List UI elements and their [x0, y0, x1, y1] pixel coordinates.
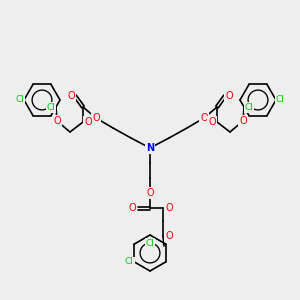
Text: O: O — [165, 203, 173, 213]
Text: O: O — [92, 113, 100, 123]
Text: O: O — [165, 231, 173, 241]
Text: Cl: Cl — [244, 103, 253, 112]
Text: O: O — [67, 91, 75, 101]
Text: Cl: Cl — [146, 238, 154, 247]
Text: O: O — [146, 188, 154, 198]
Text: O: O — [53, 116, 61, 126]
Text: O: O — [239, 116, 247, 126]
Text: O: O — [128, 203, 136, 213]
Text: Cl: Cl — [16, 95, 24, 104]
Text: Cl: Cl — [125, 257, 134, 266]
Text: O: O — [225, 91, 233, 101]
Text: O: O — [208, 117, 216, 127]
Text: Cl: Cl — [46, 103, 56, 112]
Text: O: O — [84, 117, 92, 127]
Text: N: N — [146, 143, 154, 153]
Text: O: O — [200, 113, 208, 123]
Text: Cl: Cl — [276, 95, 284, 104]
